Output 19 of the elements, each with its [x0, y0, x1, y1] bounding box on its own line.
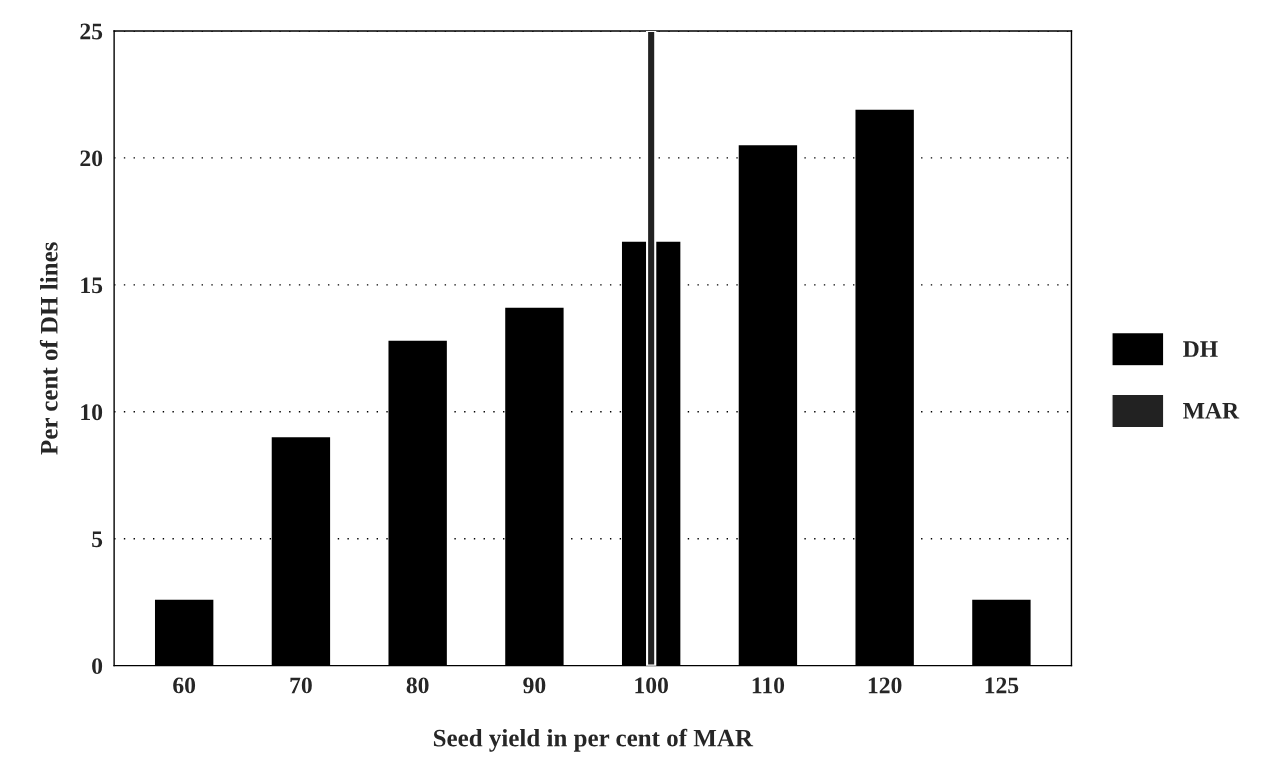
x-tick-label: 70 [290, 677, 312, 694]
y-tick-label: 15 [81, 277, 103, 294]
y-tick-label: 10 [81, 404, 103, 421]
x-tick-label: 90 [523, 677, 546, 694]
x-tick-label: 80 [406, 677, 429, 694]
y-axis-title: Per cent of DH lines [39, 242, 58, 455]
x-tick-label: 60 [173, 677, 196, 694]
legend-label: DH [1183, 341, 1218, 357]
x-tick-label: 100 [635, 677, 668, 694]
y-tick-label: 0 [92, 658, 103, 675]
y-tick-label: 25 [80, 23, 103, 40]
x-tick-label: 125 [985, 677, 1019, 694]
bar [646, 30, 657, 666]
y-tick-label: 5 [92, 531, 103, 548]
legend-label: MAR [1183, 402, 1240, 419]
x-axis-title: Seed yield in per cent of MAR [433, 728, 754, 752]
y-tick-label: 20 [80, 150, 103, 167]
x-tick-label: 120 [868, 677, 902, 694]
x-tick-label: 110 [752, 677, 785, 694]
